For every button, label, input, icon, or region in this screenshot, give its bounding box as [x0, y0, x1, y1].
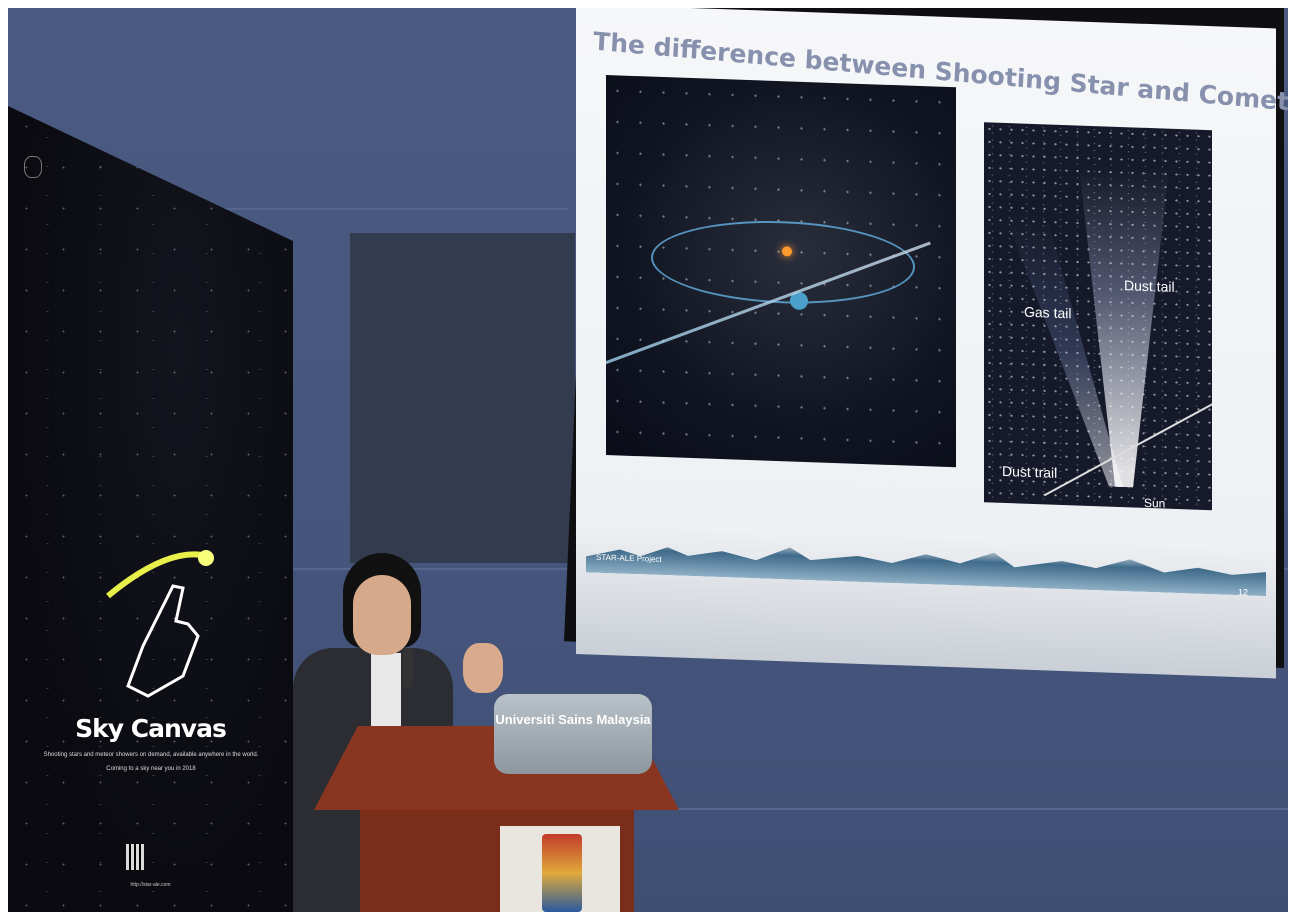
gas-tail-label: Gas tail — [1024, 303, 1072, 322]
microphone-icon — [403, 648, 413, 688]
podium: Universiti Sains Malaysia — [314, 694, 679, 912]
meteor-orbit-image — [606, 75, 956, 468]
podium-nameplate-text: Universiti Sains Malaysia — [495, 712, 651, 727]
university-crest-icon — [542, 834, 582, 912]
banner-logo-icon — [24, 156, 42, 178]
wall-panel — [350, 233, 575, 563]
photo: Sky Canvas Shooting stars and meteor sho… — [8, 8, 1288, 912]
pointing-hand-icon — [106, 550, 214, 698]
banner-title: Sky Canvas — [75, 714, 227, 743]
dust-trail-label: Dust trail — [1002, 462, 1058, 481]
banner-tagline: Coming to a sky near you in 2018 — [106, 766, 196, 772]
speaker-hand — [463, 643, 503, 693]
banner-subtitle: Shooting stars and meteor showers on dem… — [43, 752, 259, 758]
sky-canvas-banner: Sky Canvas Shooting stars and meteor sho… — [8, 106, 293, 912]
sun-icon — [782, 246, 792, 257]
wall-seam — [8, 208, 568, 210]
presentation-slide: The difference between Shooting Star and… — [576, 8, 1288, 679]
banner-starfield — [8, 106, 293, 912]
banner-url: http://star-ale.com — [130, 882, 171, 888]
dust-tail-label: Dust tail — [1124, 277, 1175, 295]
speaker-face — [353, 575, 411, 655]
podium-nameplate: Universiti Sains Malaysia — [494, 694, 652, 774]
comet-image: Gas tail Dust tail Dust trail Sun — [984, 122, 1212, 511]
city-skyline — [586, 532, 1266, 596]
sun-label: Sun — [1144, 495, 1166, 511]
slide-page-number: 12 — [1237, 587, 1248, 598]
qr-code-icon — [126, 844, 144, 870]
